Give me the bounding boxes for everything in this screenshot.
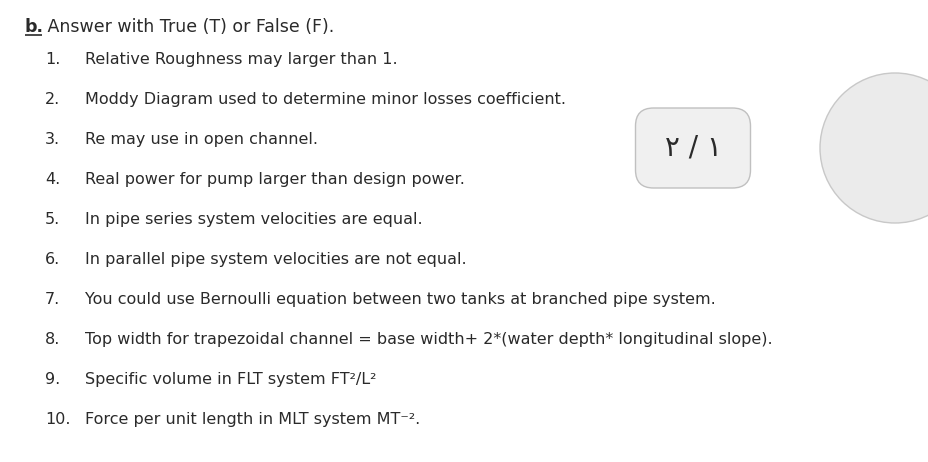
Text: 1.: 1. <box>45 52 60 67</box>
Text: In parallel pipe system velocities are not equal.: In parallel pipe system velocities are n… <box>84 252 466 267</box>
Text: Force per unit length in MLT system MT⁻².: Force per unit length in MLT system MT⁻²… <box>84 412 419 427</box>
Text: ٢ / ١: ٢ / ١ <box>664 134 721 162</box>
Text: Specific volume in FLT system FT²/L²: Specific volume in FLT system FT²/L² <box>84 372 376 387</box>
Text: Relative Roughness may larger than 1.: Relative Roughness may larger than 1. <box>84 52 397 67</box>
Text: You could use Bernoulli equation between two tanks at branched pipe system.: You could use Bernoulli equation between… <box>84 292 715 307</box>
Text: Real power for pump larger than design power.: Real power for pump larger than design p… <box>84 172 464 187</box>
Text: 6.: 6. <box>45 252 60 267</box>
Circle shape <box>819 73 928 223</box>
Text: Moddy Diagram used to determine minor losses coefficient.: Moddy Diagram used to determine minor lo… <box>84 92 565 107</box>
Text: 3.: 3. <box>45 132 60 147</box>
Text: Answer with True (T) or False (F).: Answer with True (T) or False (F). <box>42 18 334 36</box>
Text: In pipe series system velocities are equal.: In pipe series system velocities are equ… <box>84 212 422 227</box>
FancyBboxPatch shape <box>635 108 750 188</box>
Text: 9.: 9. <box>45 372 60 387</box>
Text: 7.: 7. <box>45 292 60 307</box>
Text: 8.: 8. <box>45 332 60 347</box>
Text: 5.: 5. <box>45 212 60 227</box>
Text: 4.: 4. <box>45 172 60 187</box>
Text: 2.: 2. <box>45 92 60 107</box>
Text: Re may use in open channel.: Re may use in open channel. <box>84 132 317 147</box>
Text: Top width for trapezoidal channel = base width+ 2*(water depth* longitudinal slo: Top width for trapezoidal channel = base… <box>84 332 772 347</box>
Text: 10.: 10. <box>45 412 71 427</box>
Text: b.: b. <box>25 18 44 36</box>
